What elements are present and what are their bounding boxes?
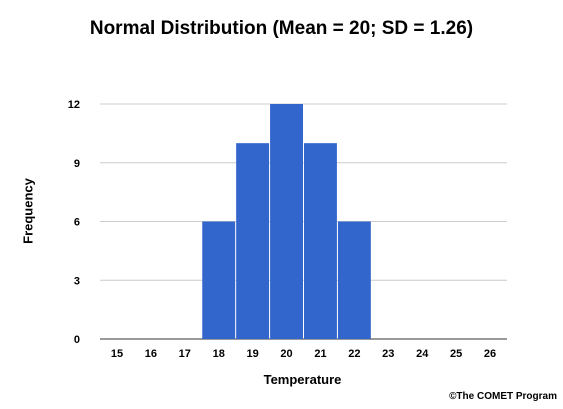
bar-21 [304,143,337,339]
grid-lines [100,103,507,340]
chart-title: Normal Distribution (Mean = 20; SD = 1.2… [89,18,474,39]
y-axis-label: Frequency [20,178,36,244]
bar-20 [270,104,303,339]
tick-labels: 0 3 6 9 12 15 16 17 18 19 20 21 22 23 24 25 26 [68,99,496,360]
x-tick-label: 25 [450,348,462,360]
bar-18 [202,221,236,339]
x-tick-label: 17 [179,348,191,360]
bars [202,104,371,339]
y-tick-label: 3 [74,275,80,287]
x-tick-label: 22 [348,348,360,360]
x-tick-label: 15 [111,348,123,360]
x-tick-label: 26 [484,348,496,360]
x-tick-label: 24 [416,348,429,360]
x-axis-label: Temperature [263,372,342,387]
credit-text: ©The COMET Program [449,391,557,402]
x-tick-label: 21 [314,348,326,360]
x-tick-label: 19 [247,348,259,360]
y-tick-label: 0 [74,334,80,346]
x-tick-label: 23 [382,348,394,360]
x-tick-label: 16 [145,348,157,360]
x-tick-label: 18 [213,348,225,360]
y-tick-label: 6 [74,217,80,229]
bar-19 [236,143,270,339]
y-tick-label: 9 [74,158,80,170]
bar-22 [337,221,371,339]
x-tick-label: 20 [280,348,292,360]
y-tick-label: 12 [68,99,80,111]
